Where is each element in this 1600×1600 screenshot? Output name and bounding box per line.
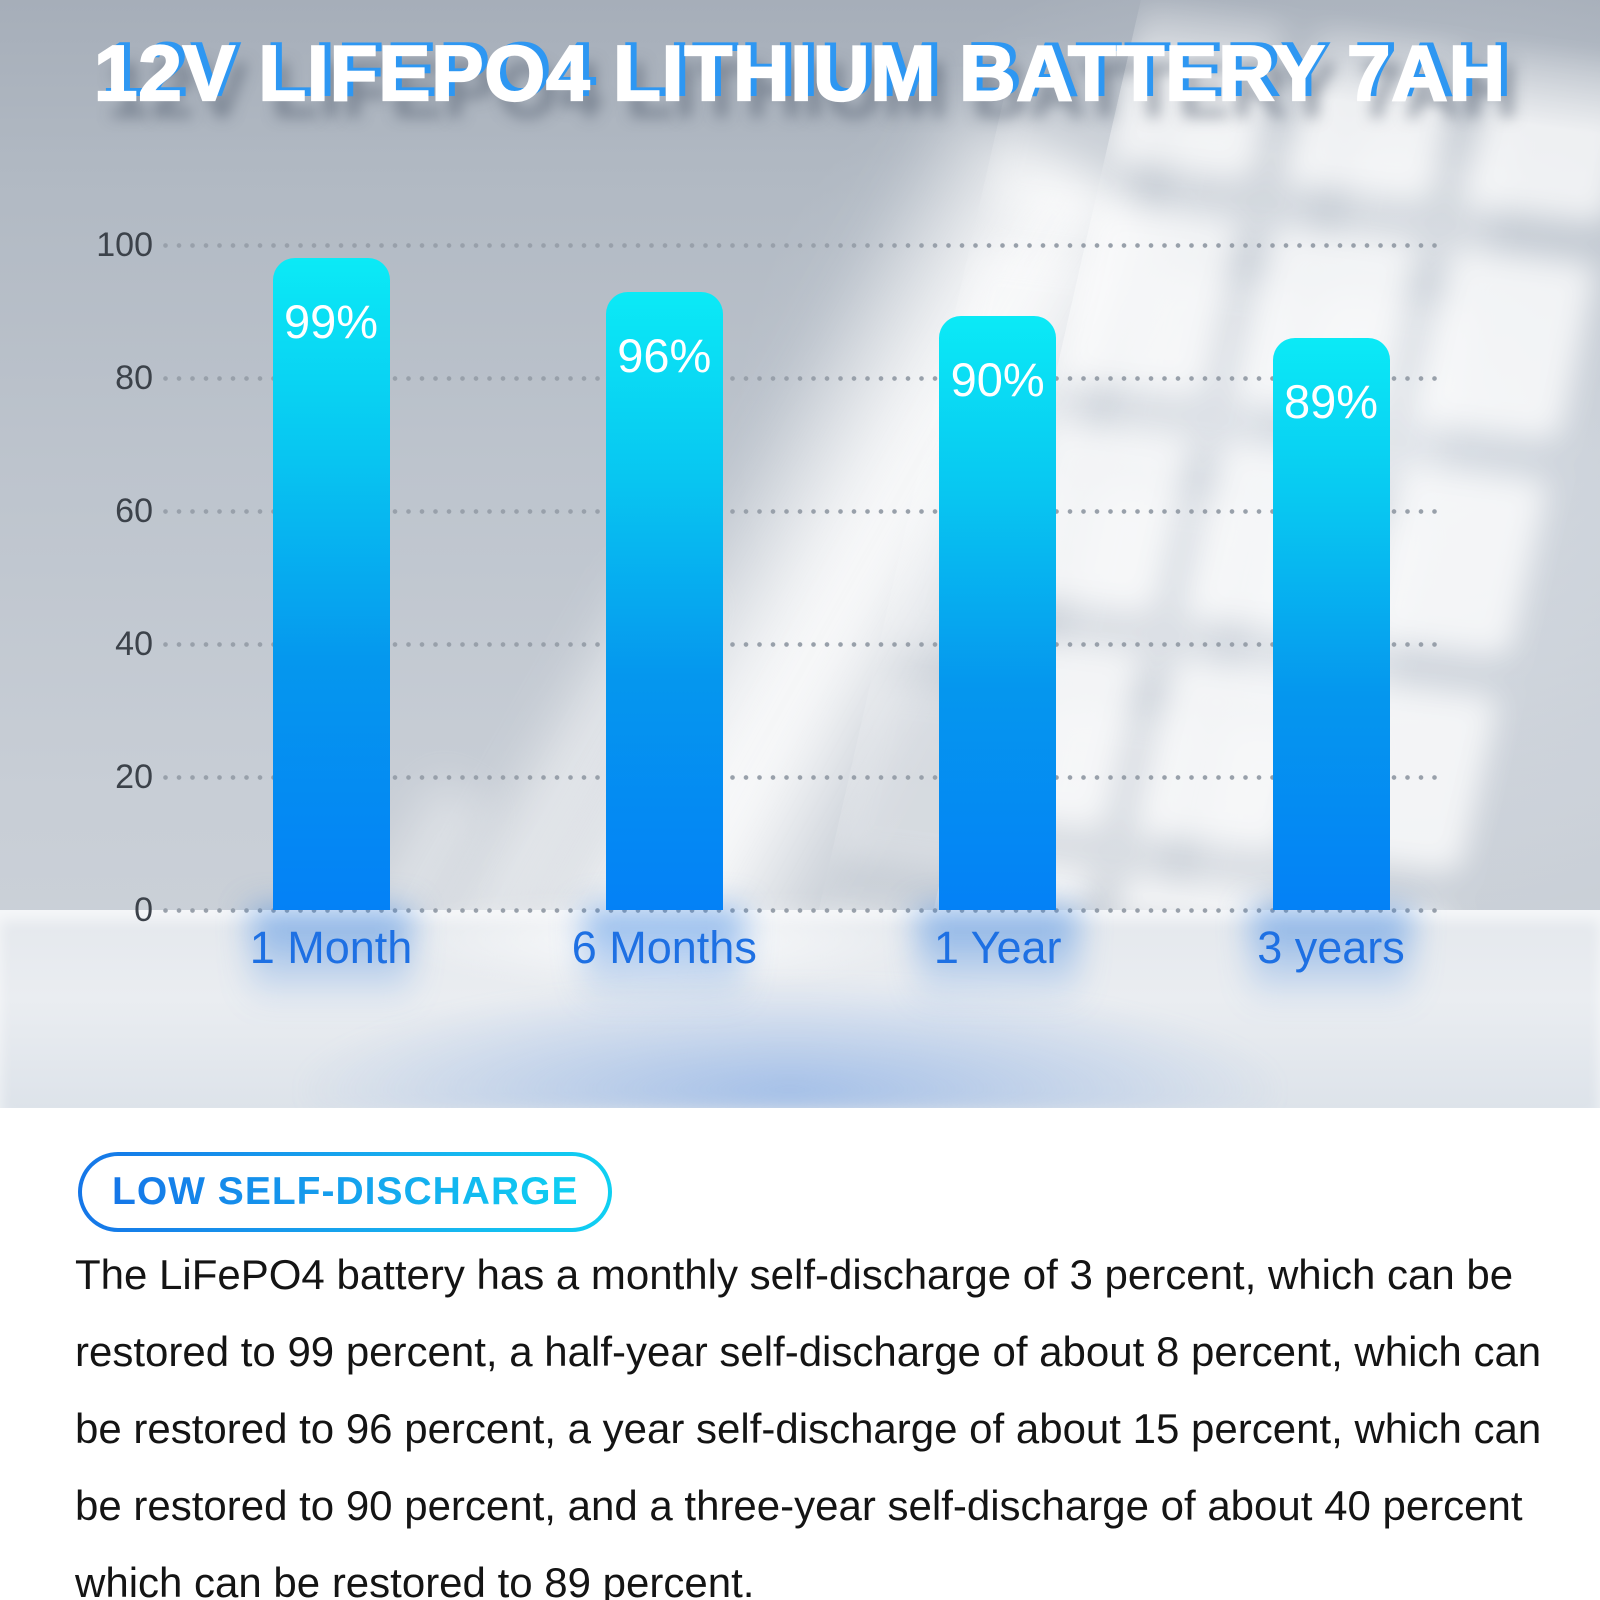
y-axis-tick-label: 100: [96, 225, 153, 264]
description-text: The LiFePO4 battery has a monthly self-d…: [75, 1251, 1542, 1600]
y-axis-tick-label: 20: [115, 757, 153, 796]
floor-blue-glow: [300, 980, 1280, 1108]
hero-section: 12V LIFEPO4 LITHIUM BATTERY 7AH 100 80 60 4…: [0, 0, 1600, 1108]
bar-value-label: 89%: [1283, 375, 1379, 429]
bar-1-year: 90%: [939, 316, 1057, 910]
bar-reflection: [251, 908, 411, 1023]
x-axis-category-label: 1 Month: [249, 922, 413, 973]
y-axis-tick-label: 40: [115, 624, 153, 663]
gridline: 100: [0, 226, 1600, 264]
gridline: 0: [0, 891, 1600, 929]
y-axis-tick-label: 60: [115, 491, 153, 530]
bar-3-years: 89%: [1272, 338, 1390, 910]
gridline: 60: [0, 492, 1600, 530]
gridline-dots: [163, 774, 1440, 780]
bar-6-months: 96%: [605, 291, 723, 910]
gridline: 80: [0, 359, 1600, 397]
y-axis-tick-label: 80: [115, 358, 153, 397]
bar-value-label: 96%: [617, 328, 712, 382]
y-axis-tick-label: 0: [134, 890, 153, 929]
gridline: 20: [0, 758, 1600, 796]
bar-reflection: [584, 908, 745, 1023]
feature-badge-label: LOW SELF-DISCHARGE: [112, 1170, 579, 1213]
gridline-dots: [163, 641, 1440, 647]
bar-reflection: [917, 908, 1078, 1023]
x-axis-category-label: 1 Year: [933, 922, 1062, 973]
gridline: 40: [0, 625, 1600, 663]
gridline-dots: [163, 508, 1440, 514]
bar-chart: 100 80 60 40 20 0 99% 1 Month 96% 6 Months 90% 1 Ye…: [0, 226, 1600, 1023]
bar-1-month: 99%: [272, 258, 390, 910]
bar-reflection: [1251, 908, 1411, 1023]
x-axis-category-label: 3 years: [1257, 922, 1405, 973]
x-axis-category-label: 6 Months: [571, 922, 757, 973]
page-title: 12V LIFEPO4 LITHIUM BATTERY 7AH: [93, 28, 1507, 118]
gridline-dots: [163, 375, 1440, 381]
bar-value-label: 99%: [283, 295, 379, 349]
gridline-dots: [163, 907, 1440, 913]
feature-badge: LOW SELF-DISCHARGE: [78, 1152, 612, 1232]
bar-value-label: 90%: [950, 353, 1045, 407]
gridline-dots: [163, 242, 1440, 248]
text-section: LOW SELF-DISCHARGE The LiFePO4 battery h…: [0, 1108, 1600, 1600]
